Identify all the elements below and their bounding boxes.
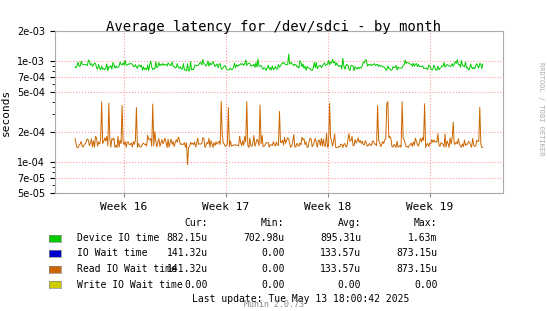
Text: Max:: Max: [414,218,438,228]
Text: Device IO time: Device IO time [77,233,159,243]
Text: 141.32u: 141.32u [167,264,208,274]
Text: 133.57u: 133.57u [320,248,361,258]
Text: 1.63m: 1.63m [408,233,438,243]
Text: Read IO Wait time: Read IO Wait time [77,264,177,274]
Text: 873.15u: 873.15u [397,248,438,258]
Text: 882.15u: 882.15u [167,233,208,243]
Text: Write IO Wait time: Write IO Wait time [77,280,182,290]
Text: 0.00: 0.00 [261,280,284,290]
Text: Last update: Tue May 13 18:00:42 2025: Last update: Tue May 13 18:00:42 2025 [192,294,410,304]
Text: 0.00: 0.00 [261,248,284,258]
Text: Average latency for /dev/sdci - by month: Average latency for /dev/sdci - by month [106,20,441,34]
Text: RRDTOOL / TOBI OETIKER: RRDTOOL / TOBI OETIKER [538,62,544,156]
Text: Avg:: Avg: [337,218,361,228]
Text: 133.57u: 133.57u [320,264,361,274]
Text: 0.00: 0.00 [337,280,361,290]
Text: 141.32u: 141.32u [167,248,208,258]
Text: Cur:: Cur: [184,218,208,228]
Text: 895.31u: 895.31u [320,233,361,243]
Y-axis label: seconds: seconds [1,88,11,136]
Text: 0.00: 0.00 [261,264,284,274]
Text: 873.15u: 873.15u [397,264,438,274]
Text: 0.00: 0.00 [414,280,438,290]
Text: 0.00: 0.00 [184,280,208,290]
Text: 702.98u: 702.98u [243,233,284,243]
Text: IO Wait time: IO Wait time [77,248,147,258]
Text: Min:: Min: [261,218,284,228]
Text: Munin 2.0.73: Munin 2.0.73 [243,300,304,309]
